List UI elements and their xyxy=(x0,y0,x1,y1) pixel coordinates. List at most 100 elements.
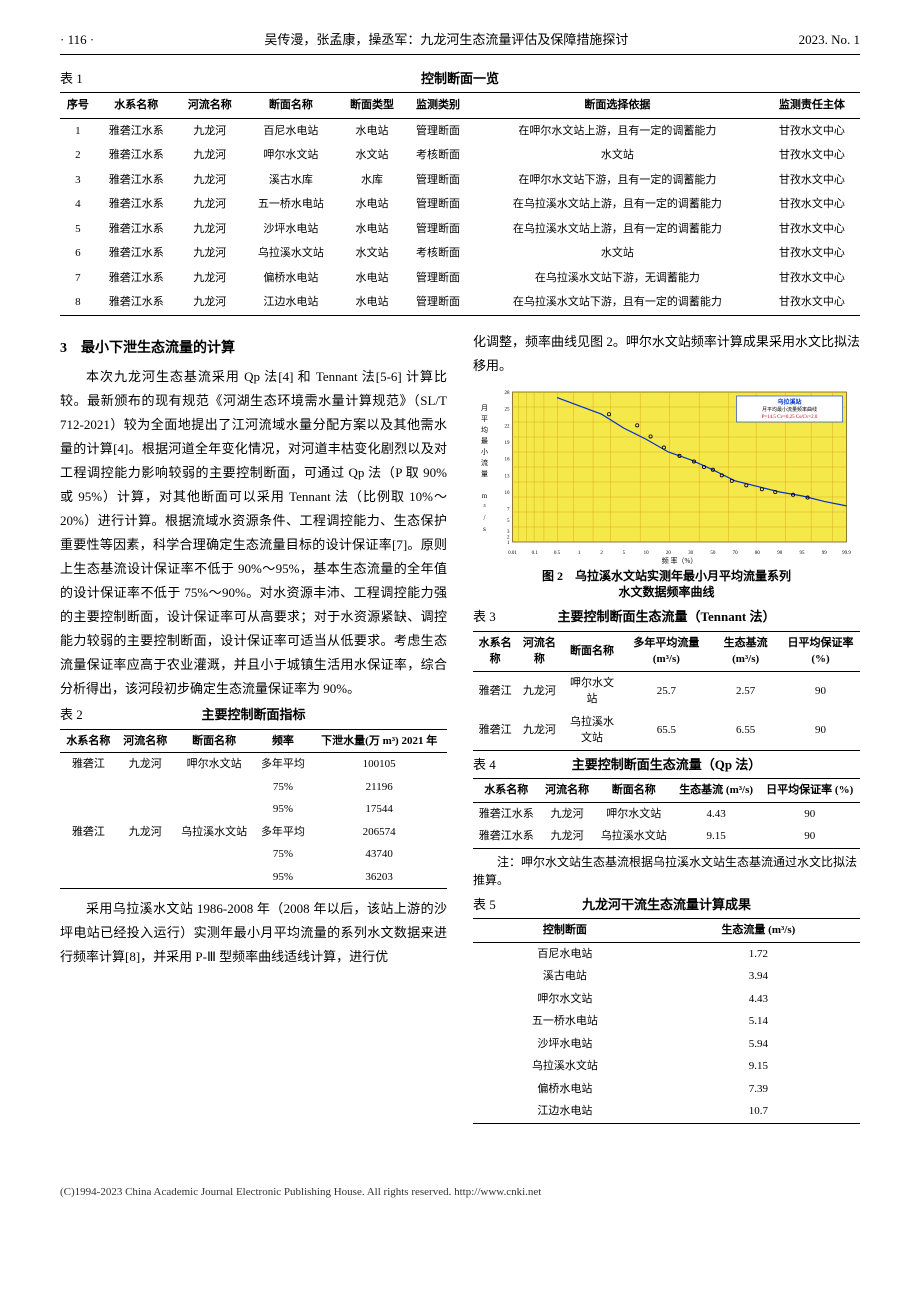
table-header: 河流名称 xyxy=(540,779,595,803)
svg-text:平: 平 xyxy=(481,415,488,423)
svg-text:16: 16 xyxy=(505,457,511,462)
table-row: 8雅砻江水系九龙河江边水电站水电站管理断面在乌拉溪水文站下游，且有一定的调蓄能力… xyxy=(60,290,860,315)
svg-text:99.9: 99.9 xyxy=(842,551,851,556)
svg-text:流: 流 xyxy=(481,458,488,467)
svg-text:95: 95 xyxy=(799,551,805,556)
table-header: 断面名称 xyxy=(595,779,673,803)
table5: 控制断面生态流量 (m³/s) 百尼水电站1.72溪古电站3.94呷尔水文站4.… xyxy=(473,918,860,1124)
table4: 水系名称河流名称断面名称生态基流 (m³/s)日平均保证率 (%) 雅砻江水系九… xyxy=(473,778,860,849)
table-row: 江边水电站10.7 xyxy=(473,1100,860,1123)
table-header: 生态基流 (m³/s) xyxy=(673,779,760,803)
table-header: 日平均保证率 (%) xyxy=(759,779,860,803)
table-row: 百尼水电站1.72 xyxy=(473,942,860,965)
table-header: 水系名称 xyxy=(473,779,540,803)
svg-text:10: 10 xyxy=(505,491,511,496)
svg-text:月: 月 xyxy=(481,404,488,412)
table3-caption: 主要控制断面生态流量（Tennant 法） xyxy=(557,609,775,624)
table-row: 雅砻江九龙河呷尔水文站25.72.5790 xyxy=(473,671,860,711)
page-number: · 116 · xyxy=(60,30,94,50)
svg-text:最: 最 xyxy=(481,437,488,445)
table-row: 溪古电站3.94 xyxy=(473,965,860,988)
svg-text:30: 30 xyxy=(688,551,694,556)
svg-text:0.5: 0.5 xyxy=(554,551,561,556)
svg-text:2: 2 xyxy=(600,551,603,556)
table-row: 乌拉溪水文站9.15 xyxy=(473,1055,860,1078)
page-header: · 116 · 吴传漫，张孟康，操丞军：九龙河生态流量评估及保障措施探讨 202… xyxy=(60,30,860,55)
table-row: 雅砻江九龙河呷尔水文站多年平均100105 xyxy=(60,753,447,776)
svg-text:22: 22 xyxy=(505,424,511,429)
svg-text:小: 小 xyxy=(481,447,488,456)
table2: 水系名称河流名称断面名称频率下泄水量(万 m³) 2021 年 雅砻江九龙河呷尔… xyxy=(60,729,447,890)
table3-label: 表 3 xyxy=(473,607,496,627)
table-row: 95%17544 xyxy=(60,798,447,821)
table-header: 序号 xyxy=(60,93,96,119)
table-header: 河流名称 xyxy=(117,729,174,753)
page-footer: (C)1994-2023 China Academic Journal Elec… xyxy=(60,1184,860,1201)
table-header: 河流名称 xyxy=(517,631,561,671)
table2-title: 表 2 主要控制断面指标 xyxy=(60,705,447,725)
table-row: 3雅砻江水系九龙河溪古水库水库管理断面在呷尔水文站下游，且有一定的调蓄能力甘孜水… xyxy=(60,168,860,193)
table-row: 雅砻江九龙河乌拉溪水文站多年平均206574 xyxy=(60,821,447,844)
svg-text:/: / xyxy=(484,514,486,522)
issue-number: 2023. No. 1 xyxy=(799,30,860,50)
table1-container: 表 1 控制断面一览 序号水系名称河流名称断面名称断面类型监测类别断面选择依据监… xyxy=(60,69,860,316)
table-header: 水系名称 xyxy=(473,631,517,671)
svg-text:80: 80 xyxy=(755,551,761,556)
table-header: 河流名称 xyxy=(177,93,243,119)
table3-title: 表 3 主要控制断面生态流量（Tennant 法） xyxy=(473,607,860,627)
table-header: 生态基流 (m³/s) xyxy=(710,631,781,671)
table-header: 多年平均流量 (m³/s) xyxy=(623,631,711,671)
table1-caption: 控制断面一览 xyxy=(421,71,499,86)
svg-text:50: 50 xyxy=(710,551,716,556)
svg-text:5: 5 xyxy=(507,518,510,523)
table1-label: 表 1 xyxy=(60,69,83,89)
table-header: 断面选择依据 xyxy=(471,93,764,119)
paragraph2: 采用乌拉溪水文站 1986-2008 年（2008 年以后，该站上游的沙坪电站已… xyxy=(60,897,447,969)
svg-text:3: 3 xyxy=(507,529,510,534)
table-row: 4雅砻江水系九龙河五一桥水电站水电站管理断面在乌拉溪水文站上游，且有一定的调蓄能… xyxy=(60,192,860,217)
table-header: 下泄水量(万 m³) 2021 年 xyxy=(311,729,447,753)
table2-label: 表 2 xyxy=(60,705,83,725)
svg-text:0.01: 0.01 xyxy=(508,551,517,556)
paragraph1: 本次九龙河生态基流采用 Qp 法[4] 和 Tennant 法[5-6] 计算比… xyxy=(60,365,447,702)
table-header: 频率 xyxy=(255,729,312,753)
table-row: 1雅砻江水系九龙河百尼水电站水电站管理断面在呷尔水文站上游，且有一定的调蓄能力甘… xyxy=(60,118,860,143)
table-header: 生态流量 (m³/s) xyxy=(657,919,860,943)
svg-text:7: 7 xyxy=(507,507,510,512)
svg-text:频 率（%）: 频 率（%） xyxy=(662,556,698,564)
paragraph3: 化调整，频率曲线见图 2。呷尔水文站频率计算成果采用水文比拟法移用。 xyxy=(473,330,860,378)
table4-caption: 主要控制断面生态流量（Qp 法） xyxy=(572,757,762,772)
table-header: 监测类别 xyxy=(405,93,471,119)
frequency-curve-svg: 0.010.10.512510203050708090959999.9频 率（%… xyxy=(473,384,860,564)
table1: 序号水系名称河流名称断面名称断面类型监测类别断面选择依据监测责任主体 1雅砻江水… xyxy=(60,92,860,316)
svg-text:P=14.5 Cv=0.25 Cs/Cv=2.0: P=14.5 Cv=0.25 Cs/Cv=2.0 xyxy=(762,415,818,420)
table-row: 雅砻江水系九龙河呷尔水文站4.4390 xyxy=(473,802,860,825)
svg-text:13: 13 xyxy=(505,474,511,479)
table-header: 控制断面 xyxy=(473,919,657,943)
svg-text:20: 20 xyxy=(666,551,672,556)
svg-text:99: 99 xyxy=(822,551,828,556)
svg-text:月平均最小流量频率曲线: 月平均最小流量频率曲线 xyxy=(762,406,817,413)
table-row: 偏桥水电站7.39 xyxy=(473,1078,860,1101)
svg-text:19: 19 xyxy=(505,441,511,446)
svg-text:90: 90 xyxy=(777,551,783,556)
table-row: 75%21196 xyxy=(60,776,447,799)
table4-label: 表 4 xyxy=(473,755,496,775)
svg-text:s: s xyxy=(483,525,486,533)
figure2-caption: 图 2 乌拉溪水文站实测年最小月平均流量系列 水文数据频率曲线 xyxy=(473,568,860,602)
table-row: 95%36203 xyxy=(60,866,447,889)
table4-note: 注：呷尔水文站生态基流根据乌拉溪水文站生态基流通过水文比拟法推算。 xyxy=(473,853,860,889)
table3: 水系名称河流名称断面名称多年平均流量 (m³/s)生态基流 (m³/s)日平均保… xyxy=(473,631,860,751)
table-row: 2雅砻江水系九龙河呷尔水文站水文站考核断面水文站甘孜水文中心 xyxy=(60,143,860,168)
table5-title: 表 5 九龙河干流生态流量计算成果 xyxy=(473,895,860,915)
table-row: 五一桥水电站5.14 xyxy=(473,1010,860,1033)
svg-text:1: 1 xyxy=(507,541,510,546)
table-header: 日平均保证率 (%) xyxy=(781,631,860,671)
table-row: 7雅砻江水系九龙河偏桥水电站水电站管理断面在乌拉溪水文站下游，无调蓄能力甘孜水文… xyxy=(60,266,860,291)
svg-text:5: 5 xyxy=(623,551,626,556)
table-row: 呷尔水文站4.43 xyxy=(473,988,860,1011)
svg-text:乌拉溪站: 乌拉溪站 xyxy=(777,398,801,406)
header-title: 吴传漫，张孟康，操丞军：九龙河生态流量评估及保障措施探讨 xyxy=(94,30,798,50)
svg-text:³: ³ xyxy=(483,503,485,511)
table5-label: 表 5 xyxy=(473,895,496,915)
